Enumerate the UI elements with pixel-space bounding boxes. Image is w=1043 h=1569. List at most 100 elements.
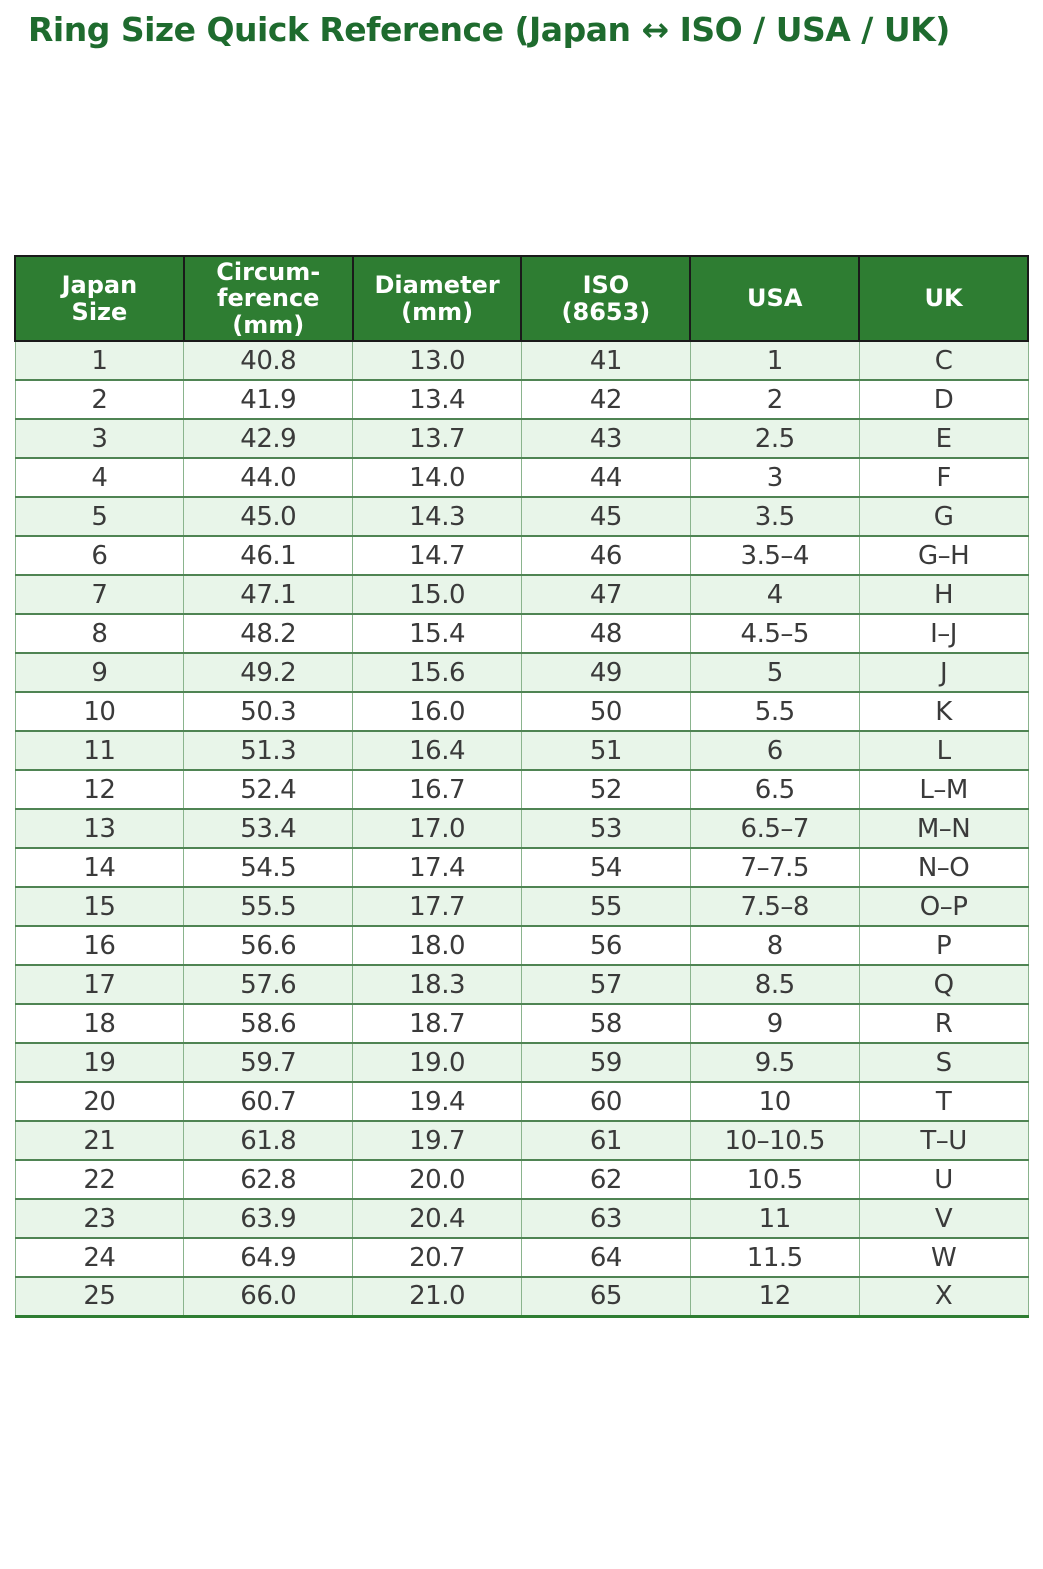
table-cell: 14.7 [352, 535, 522, 577]
table-cell: 51 [520, 730, 691, 772]
table-row: 8 48.2 15.4 48 4.5–5 I–J [14, 613, 1029, 655]
table-cell: 50.3 [183, 691, 354, 733]
col-header-japan-size: Japan Size [14, 254, 185, 343]
table-cell: 20.0 [352, 1159, 522, 1201]
table-cell: 13 [14, 808, 185, 850]
table-cell: 14.0 [352, 457, 522, 499]
table-cell: 55.5 [183, 886, 354, 928]
table-cell: 17.4 [352, 847, 522, 889]
table-cell: 46.1 [183, 535, 354, 577]
table-cell: 42.9 [183, 418, 354, 460]
col-header-usa: USA [689, 254, 861, 343]
table-cell: 19.4 [352, 1081, 522, 1123]
table-cell: 2 [14, 379, 185, 421]
table-cell: K [858, 691, 1029, 733]
table-cell: 59 [520, 1042, 691, 1084]
table-row: 20 60.7 19.4 60 10 T [14, 1081, 1029, 1123]
table-cell: 60.7 [183, 1081, 354, 1123]
table-cell: 13.4 [352, 379, 522, 421]
table-cell: G–H [858, 535, 1029, 577]
table-cell: 15.4 [352, 613, 522, 655]
table-cell: 18 [14, 1003, 185, 1045]
table-row: 12 52.4 16.7 52 6.5 L–M [14, 769, 1029, 811]
table-cell: 52.4 [183, 769, 354, 811]
table-cell: 61.8 [183, 1120, 354, 1162]
header-row: Japan Size Circum- ference (mm) Diameter… [14, 254, 1029, 343]
table-cell: 19 [14, 1042, 185, 1084]
table-cell: 21 [14, 1120, 185, 1162]
table-cell: 57 [520, 964, 691, 1006]
table-cell: 40.8 [183, 340, 354, 382]
table-cell: G [858, 496, 1029, 538]
table-cell: 44.0 [183, 457, 354, 499]
table-cell: 58 [520, 1003, 691, 1045]
table-cell: 41 [520, 340, 691, 382]
col-header-circumference: Circum- ference (mm) [182, 254, 354, 343]
table-cell: L [858, 730, 1029, 772]
table-cell: 43 [520, 418, 691, 460]
table-cell: J [858, 652, 1029, 694]
table-row: 3 42.9 13.7 43 2.5 E [14, 418, 1029, 460]
table-header: Japan Size Circum- ference (mm) Diameter… [14, 254, 1029, 343]
table-cell: 8 [14, 613, 185, 655]
table-cell: 61 [520, 1120, 691, 1162]
table-cell: 20.4 [352, 1198, 522, 1240]
table-cell: 5 [14, 496, 185, 538]
table-cell: 66.0 [183, 1276, 354, 1318]
table-cell: D [858, 379, 1029, 421]
table-cell: 2 [689, 379, 860, 421]
table-cell: 56 [520, 925, 691, 967]
table-cell: 49.2 [183, 652, 354, 694]
table-cell: 45 [520, 496, 691, 538]
table-cell: 46 [520, 535, 691, 577]
table-cell: C [858, 340, 1029, 382]
table-cell: 4 [689, 574, 860, 616]
table-cell: 9 [14, 652, 185, 694]
table-cell: V [858, 1198, 1029, 1240]
table-row: 10 50.3 16.0 50 5.5 K [14, 691, 1029, 733]
table-row: 21 61.8 19.7 61 10–10.5 T–U [14, 1120, 1029, 1162]
table-row: 16 56.6 18.0 56 8 P [14, 925, 1029, 967]
table-cell: 17.7 [352, 886, 522, 928]
table-row: 13 53.4 17.0 53 6.5–7 M–N [14, 808, 1029, 850]
table-cell: F [858, 457, 1029, 499]
table-row: 17 57.6 18.3 57 8.5 Q [14, 964, 1029, 1006]
table-cell: 42 [520, 379, 691, 421]
table-cell: 44 [520, 457, 691, 499]
table-cell: 15.6 [352, 652, 522, 694]
table-cell: 12 [689, 1276, 860, 1318]
table-cell: 6.5–7 [689, 808, 860, 850]
table-cell: M–N [858, 808, 1029, 850]
table-cell: 50 [520, 691, 691, 733]
table-cell: I–J [858, 613, 1029, 655]
table-row: 14 54.5 17.4 54 7–7.5 N–O [14, 847, 1029, 889]
table-cell: 17 [14, 964, 185, 1006]
table-row: 24 64.9 20.7 64 11.5 W [14, 1237, 1029, 1279]
table-cell: 63.9 [183, 1198, 354, 1240]
table-cell: 54 [520, 847, 691, 889]
table-cell: 20.7 [352, 1237, 522, 1279]
table-cell: 10–10.5 [689, 1120, 860, 1162]
table-cell: 47.1 [183, 574, 354, 616]
table-cell: L–M [858, 769, 1029, 811]
table-cell: 6 [14, 535, 185, 577]
table-cell: 20 [14, 1081, 185, 1123]
table-cell: 65 [520, 1276, 691, 1318]
table-cell: 16.7 [352, 769, 522, 811]
table-row: 25 66.0 21.0 65 12 X [14, 1276, 1029, 1318]
table-cell: O–P [858, 886, 1029, 928]
table-cell: T–U [858, 1120, 1029, 1162]
table-cell: 8.5 [689, 964, 860, 1006]
table-cell: 11 [14, 730, 185, 772]
table-row: 18 58.6 18.7 58 9 R [14, 1003, 1029, 1045]
table-cell: 18.7 [352, 1003, 522, 1045]
table-cell: 48.2 [183, 613, 354, 655]
table-cell: 49 [520, 652, 691, 694]
table-cell: 63 [520, 1198, 691, 1240]
table-cell: W [858, 1237, 1029, 1279]
table-cell: 41.9 [183, 379, 354, 421]
table-cell: 54.5 [183, 847, 354, 889]
table-cell: 7 [14, 574, 185, 616]
table-cell: 18.0 [352, 925, 522, 967]
